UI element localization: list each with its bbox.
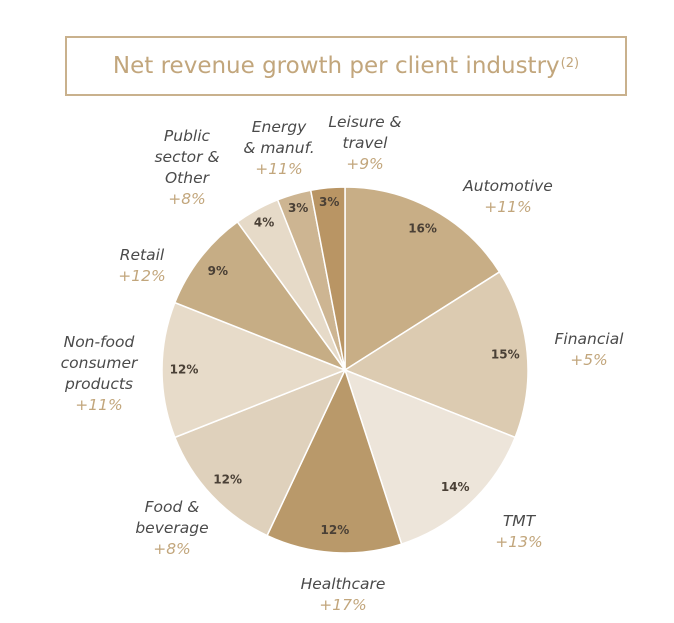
category-label-group: TMT +13%: [495, 511, 542, 553]
growth-label: +8%: [153, 540, 191, 558]
category-label: Non-food consumer products: [60, 333, 138, 393]
category-label: Financial: [554, 330, 624, 348]
growth-label: +11%: [255, 160, 303, 178]
growth-label: +8%: [168, 190, 206, 208]
slice: [161, 301, 348, 439]
slice: [343, 270, 529, 439]
growth-label: +17%: [319, 596, 367, 614]
growth-label: +13%: [495, 533, 543, 551]
category-label-group: Food & beverage +8%: [135, 497, 208, 560]
category-label-group: Energy & manuf. +11%: [243, 117, 314, 180]
growth-label: +11%: [75, 396, 123, 414]
category-label-group: Automotive +11%: [463, 176, 553, 218]
value-label: 9%: [208, 264, 228, 278]
growth-label: +12%: [118, 267, 166, 285]
category-label-group: Retail +12%: [118, 245, 165, 287]
category-label: Healthcare: [300, 575, 386, 593]
value-label: 4%: [254, 215, 274, 229]
category-label: Leisure & travel: [328, 113, 402, 152]
value-label: 12%: [321, 523, 350, 537]
category-label-group: Healthcare +17%: [301, 574, 386, 616]
value-label: 3%: [288, 201, 308, 215]
growth-label: +5%: [570, 351, 608, 369]
category-label: Retail: [119, 246, 165, 264]
category-label: Energy & manuf.: [243, 118, 315, 157]
value-label: 12%: [170, 363, 199, 377]
slice: [344, 186, 501, 372]
category-label-group: Financial +5%: [554, 329, 623, 371]
value-label: 12%: [213, 473, 242, 487]
title-note: (2): [560, 55, 580, 71]
category-label-group: Public sector & Other +8%: [154, 126, 219, 210]
slice: [173, 368, 347, 537]
category-label-group: Non-food consumer products +11%: [61, 332, 138, 416]
slice: [173, 220, 348, 372]
slice: [266, 367, 403, 554]
category-label: TMT: [502, 512, 536, 530]
value-label: 3%: [319, 195, 339, 209]
value-label: 16%: [408, 221, 437, 235]
value-label: 15%: [491, 347, 520, 361]
category-label: Automotive: [463, 177, 553, 195]
category-label: Food & beverage: [135, 498, 209, 537]
growth-label: +9%: [346, 155, 384, 173]
title-box: Net revenue growth per client industry (2…: [65, 36, 627, 96]
category-label: Public sector & Other: [154, 127, 220, 187]
growth-label: +11%: [484, 198, 532, 216]
category-label-group: Leisure & travel +9%: [328, 112, 401, 175]
chart-title: Net revenue growth per client industry: [112, 53, 560, 79]
value-label: 14%: [441, 480, 470, 494]
slice: [309, 186, 346, 371]
